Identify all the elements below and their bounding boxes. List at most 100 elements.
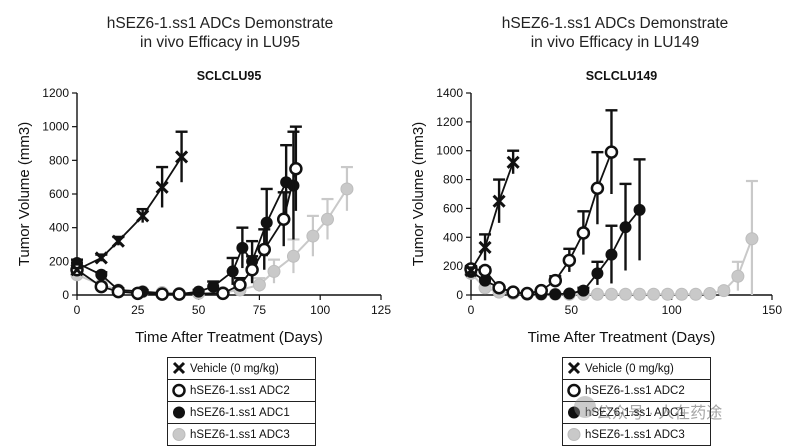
y-tick-label: 200 (49, 254, 69, 268)
data-point (731, 269, 745, 283)
x-cross-icon (567, 361, 581, 375)
data-point (155, 287, 169, 301)
data-point (155, 180, 169, 194)
data-point (633, 287, 647, 301)
x-tick-label: 0 (468, 303, 475, 317)
legend-item-adc2: hSEZ6-1.ss1 ADC2 (563, 379, 710, 401)
data-point (689, 287, 703, 301)
chart-subtitle: SCLCLU149 (586, 69, 658, 83)
data-point (675, 287, 689, 301)
data-point (340, 182, 354, 196)
data-point (619, 221, 632, 234)
x-tick-label: 150 (762, 303, 782, 317)
legend-label-adc3: hSEZ6-1.ss1 ADC3 (190, 428, 290, 441)
y-tick-label: 1000 (436, 144, 463, 158)
data-point (548, 273, 563, 288)
data-point (745, 232, 759, 246)
data-point (604, 145, 619, 159)
legend-right: Vehicle (0 mg/kg) hSEZ6-1.ss1 ADC2 hSEZ6… (562, 357, 711, 446)
x-tick-label: 75 (253, 303, 267, 317)
legend-left: Vehicle (0 mg/kg) hSEZ6-1.ss1 ADC2 hSEZ6… (167, 357, 316, 446)
legend-label-adc3: hSEZ6-1.ss1 ADC3 (585, 428, 685, 441)
series-line (76, 156, 183, 271)
y-tick-label: 600 (49, 187, 69, 201)
gray-circle-icon (172, 428, 186, 441)
data-point (306, 229, 320, 243)
data-point (207, 280, 220, 293)
gray-circle-icon (567, 428, 581, 441)
y-axis-label: Tumor Volume (mm3) (410, 122, 427, 266)
legend-label-adc2: hSEZ6-1.ss1 ADC2 (585, 384, 685, 397)
legend-label-vehicle: Vehicle (0 mg/kg) (190, 362, 279, 375)
series-filled-circle (71, 130, 300, 301)
data-point (549, 288, 562, 301)
data-point (590, 181, 605, 195)
x-tick-label: 25 (131, 303, 145, 317)
data-point (226, 265, 239, 278)
chart-lu95: 0 200 400 600 800 1000 1200 0 25 50 75 100 125 SCLCLU… (16, 69, 391, 346)
y-tick-label: 400 (49, 221, 69, 235)
open-circle-icon (172, 383, 186, 398)
x-tick-label: 100 (662, 303, 682, 317)
chart-lu149: 0 200 400 600 800 1000 1200 1400 0 50 100 150 SCLCLU… (410, 69, 782, 346)
legend-item-adc3: hSEZ6-1.ss1 ADC3 (563, 423, 710, 445)
data-point (633, 203, 646, 216)
series-line (470, 161, 514, 271)
x-cross-icon (172, 361, 186, 375)
data-point (619, 287, 633, 301)
data-point (257, 242, 272, 257)
data-point (479, 274, 492, 287)
data-point (286, 249, 300, 263)
data-point (94, 251, 108, 265)
chart-title-left: hSEZ6-1.ss1 ADCs Demonstrate in vivo Eff… (60, 14, 380, 52)
data-point (506, 155, 520, 169)
legend-item-adc1: hSEZ6-1.ss1 ADC1 (168, 401, 315, 423)
data-point (320, 212, 334, 226)
legend-label-adc2: hSEZ6-1.ss1 ADC2 (190, 384, 290, 397)
data-point (289, 162, 303, 176)
y-tick-label: 0 (62, 288, 69, 302)
data-point (136, 209, 150, 223)
y-tick-label: 400 (443, 230, 463, 244)
data-point (605, 248, 618, 261)
x-tick-label: 0 (74, 303, 81, 317)
data-point (95, 268, 108, 281)
filled-circle-icon (173, 406, 185, 419)
data-point (131, 286, 145, 301)
data-point (233, 278, 247, 292)
data-point (478, 263, 492, 278)
y-tick-label: 1000 (42, 120, 69, 134)
data-point (492, 194, 506, 208)
data-point (492, 281, 506, 295)
x-tick-label: 50 (192, 303, 206, 317)
title-left-line2: in vivo Efficacy in LU95 (140, 34, 300, 51)
data-point (562, 253, 577, 268)
y-axis-label: Tumor Volume (mm3) (16, 122, 33, 266)
data-point (260, 216, 273, 229)
data-point (703, 287, 717, 301)
data-point (267, 264, 281, 278)
data-point (590, 287, 604, 301)
data-point (591, 267, 604, 280)
data-point (506, 285, 520, 299)
data-point (717, 284, 731, 298)
data-point (276, 212, 291, 226)
data-point (604, 287, 618, 301)
chart-subtitle: SCLCLU95 (197, 69, 262, 83)
filled-circle-icon (568, 406, 580, 419)
data-point (111, 284, 126, 299)
x-tick-label: 50 (565, 303, 579, 317)
y-tick-label: 1400 (436, 86, 463, 100)
data-point (520, 286, 534, 301)
data-point (661, 287, 675, 301)
legend-item-vehicle: Vehicle (0 mg/kg) (563, 358, 710, 379)
data-point (172, 287, 186, 301)
data-point (70, 263, 84, 277)
data-point (245, 263, 259, 277)
data-point (192, 285, 205, 298)
legend-item-adc3: hSEZ6-1.ss1 ADC3 (168, 423, 315, 445)
y-tick-label: 800 (443, 173, 463, 187)
watermark-logo-icon (574, 396, 596, 418)
legend-label-vehicle: Vehicle (0 mg/kg) (585, 362, 674, 375)
